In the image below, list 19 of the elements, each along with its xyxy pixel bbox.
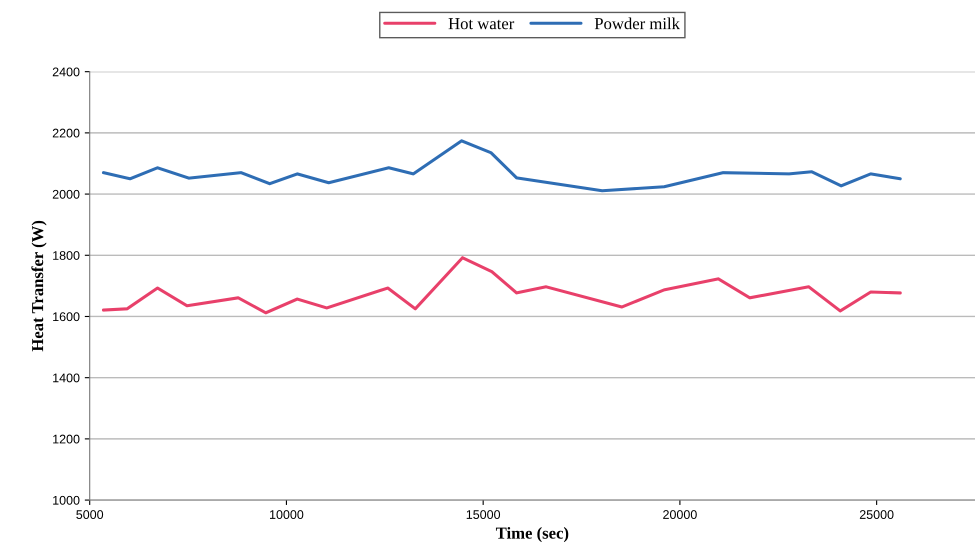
legend-label: Hot water [448, 18, 514, 30]
x-tick-label: 25000 [860, 510, 894, 519]
x-tick-label: 15000 [466, 510, 500, 519]
y-tick-label: 1800 [53, 251, 80, 260]
y-tick-label: 1400 [53, 373, 80, 382]
y-tick-label: 2400 [52, 67, 80, 76]
y-tick-label: 2200 [52, 128, 80, 138]
legend-label: Powder milk [594, 18, 680, 30]
y-axis-title: Heat Transfer (W) [31, 220, 47, 352]
y-tick-label: 2000 [52, 190, 80, 199]
x-tick-label: 20000 [663, 510, 697, 519]
y-tick-label: 1000 [53, 496, 80, 505]
x-axis-title: Time (sec) [496, 527, 568, 542]
x-tick-label: 10000 [270, 510, 304, 519]
y-tick-label: 1200 [53, 434, 80, 444]
line-series [102, 256, 902, 314]
x-tick-label: 5000 [76, 510, 104, 519]
line-series [102, 139, 902, 192]
y-tick-label: 1600 [53, 312, 80, 322]
